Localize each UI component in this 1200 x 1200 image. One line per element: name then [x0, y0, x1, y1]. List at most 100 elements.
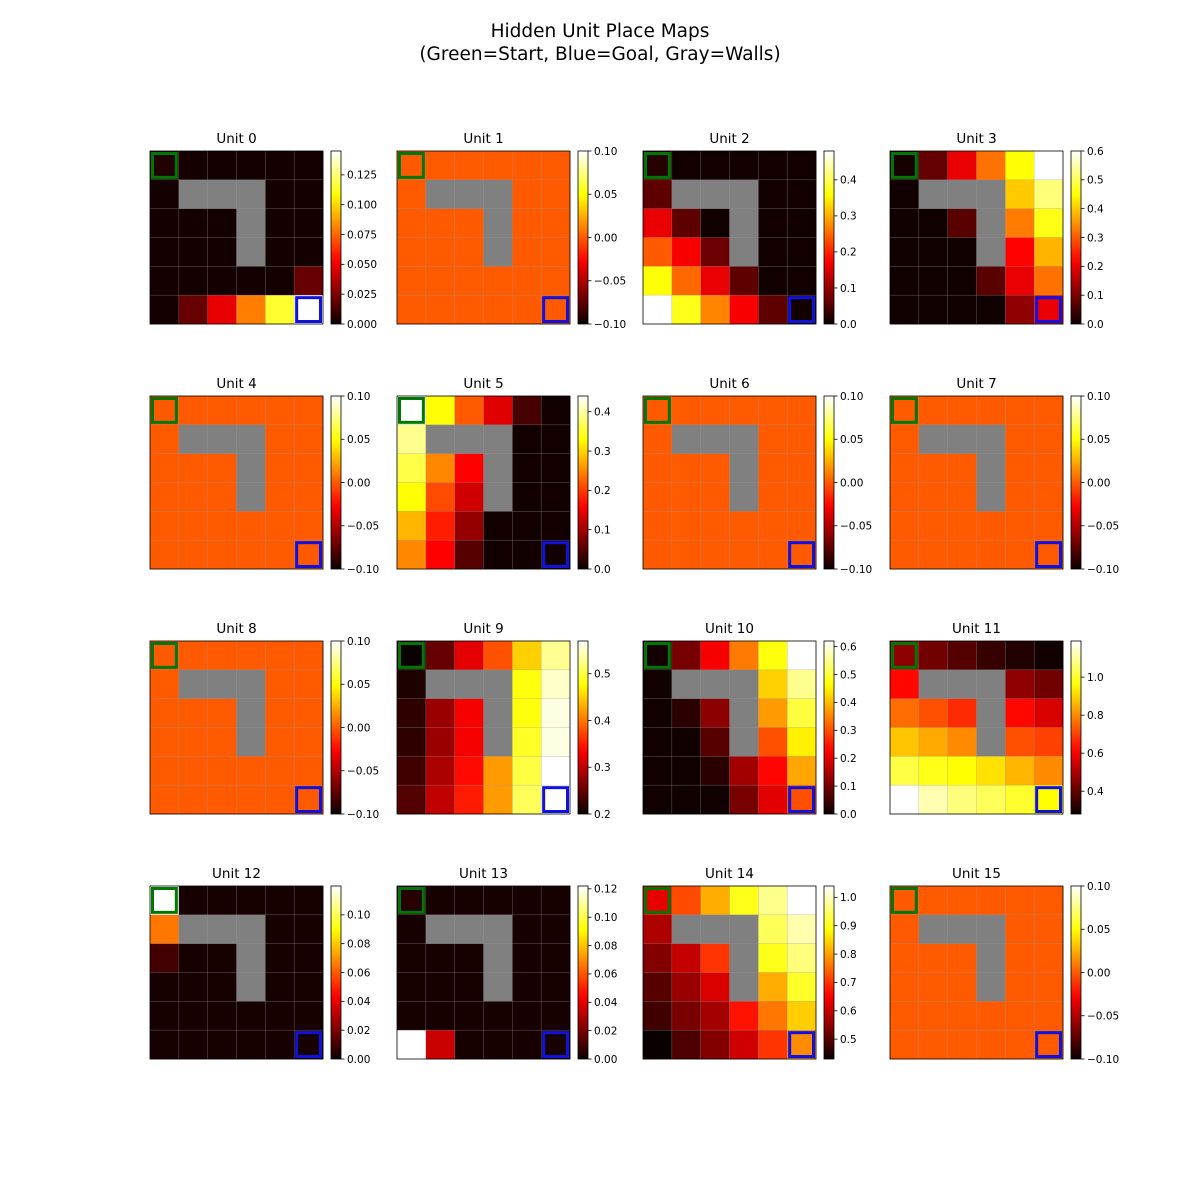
heatmap-cell — [890, 151, 920, 181]
heatmap-cell — [890, 482, 920, 512]
heatmap-cell — [643, 756, 673, 786]
heatmap-cell — [265, 208, 295, 238]
heatmap-cell — [425, 886, 455, 916]
heatmap-cell — [178, 785, 208, 815]
wall-cell — [207, 669, 237, 699]
heatmap-cell — [758, 266, 788, 296]
heatmap-cell — [700, 266, 730, 296]
heatmap-cell — [541, 266, 571, 296]
heatmap-cell — [178, 540, 208, 570]
heatmap-cell — [758, 785, 788, 815]
heatmap-cell — [890, 424, 920, 454]
heatmap-cell — [787, 756, 817, 786]
wall-cell — [729, 914, 759, 944]
wall-cell — [207, 914, 237, 944]
wall-cell — [976, 482, 1006, 512]
heatmap-cell — [758, 914, 788, 944]
heatmap-cell — [643, 785, 673, 815]
heatmap-cell — [541, 669, 571, 699]
heatmap-cell — [454, 237, 484, 267]
heatmap-cell — [1034, 698, 1064, 728]
wall-cell — [918, 669, 948, 699]
heatmap-cell — [1034, 914, 1064, 944]
heatmap-cell — [150, 756, 180, 786]
heatmap-cell — [1034, 669, 1064, 699]
heatmap-cell — [918, 151, 948, 181]
heatmap-cell — [454, 540, 484, 570]
unit-panel: Unit 8 −0.10 −0.05 0.00 0.05 0.10 — [149, 621, 379, 821]
heatmap-cell — [700, 295, 730, 325]
heatmap-cell — [483, 641, 513, 671]
heatmap-cell — [150, 424, 180, 454]
heatmap-cell — [150, 886, 180, 916]
heatmap-cell — [1005, 914, 1035, 944]
unit-title: Unit 13 — [459, 866, 508, 882]
colorbar-tick-label: 0.4 — [1087, 203, 1104, 215]
colorbar-tick-label: 0.2 — [1087, 261, 1104, 273]
goal-marker — [788, 786, 816, 814]
heatmap-cell — [454, 972, 484, 1002]
heatmap-cell — [976, 641, 1006, 671]
colorbar — [1070, 640, 1082, 815]
axes-frame — [149, 640, 324, 815]
heatmap-cell — [454, 266, 484, 296]
heatmap-cell — [918, 641, 948, 671]
colorbar-tick-label: 0.10 — [347, 391, 370, 403]
unit-panel: Unit 7 −0.10 −0.05 0.00 0.05 0.10 — [889, 376, 1119, 576]
wall-cell — [976, 237, 1006, 267]
heatmap-cell — [236, 886, 266, 916]
heatmap-cell — [265, 1001, 295, 1031]
heatmap-cell — [758, 698, 788, 728]
goal-marker — [1035, 541, 1062, 569]
wall-cell — [483, 453, 513, 483]
heatmap-cell — [236, 641, 266, 671]
wall-cell — [483, 424, 513, 454]
heatmap-cell — [265, 669, 295, 699]
heatmap-cell — [947, 540, 977, 570]
wall-cell — [976, 914, 1006, 944]
heatmap-cell — [425, 295, 455, 325]
heatmap-cell — [729, 295, 759, 325]
heatmap-cell — [150, 511, 180, 541]
wall-cell — [976, 179, 1006, 209]
colorbar-tick-label: 0.5 — [594, 669, 611, 681]
heatmap-cell — [1005, 151, 1035, 181]
heatmap-cell — [947, 266, 977, 296]
heatmap-cell — [483, 886, 513, 916]
heatmap-cell — [294, 698, 324, 728]
axes-frame — [396, 885, 571, 1060]
colorbar-tick-label: 0.00 — [347, 1054, 370, 1066]
colorbar-tick-label: 0.2 — [840, 753, 857, 765]
heatmap-cell — [541, 424, 571, 454]
heatmap-cell — [787, 727, 817, 757]
heatmap-cell — [787, 972, 817, 1002]
unit-panel: Unit 2 0.0 0.1 0.2 0.3 0.4 — [642, 131, 857, 331]
heatmap-cell — [758, 1001, 788, 1031]
wall-cell — [178, 669, 208, 699]
heatmap-cell — [150, 914, 180, 944]
goal-marker — [542, 296, 570, 323]
heatmap-cell — [397, 540, 427, 570]
goal-marker — [295, 541, 322, 569]
heatmap-cell — [947, 396, 977, 426]
wall-cell — [236, 424, 266, 454]
colorbar-tick-label: 0.2 — [594, 485, 611, 497]
goal-marker — [295, 1031, 322, 1058]
heatmap-cell — [787, 641, 817, 671]
heatmap-cell — [207, 266, 237, 296]
start-marker — [151, 152, 178, 179]
heatmap-cell — [178, 641, 208, 671]
heatmap-cell — [890, 669, 920, 699]
colorbar-tick-label: 0.10 — [594, 912, 617, 924]
colorbar-tick-label: 0.050 — [347, 259, 377, 271]
heatmap-cell — [454, 943, 484, 973]
heatmap-cell — [758, 972, 788, 1002]
start-marker — [891, 397, 918, 424]
heatmap-cell — [947, 943, 977, 973]
heatmap-cell — [265, 756, 295, 786]
wall-cell — [700, 424, 730, 454]
colorbar — [330, 640, 342, 815]
heatmap-cell — [454, 295, 484, 325]
goal-marker — [542, 541, 570, 569]
heatmap-cell — [671, 396, 701, 426]
